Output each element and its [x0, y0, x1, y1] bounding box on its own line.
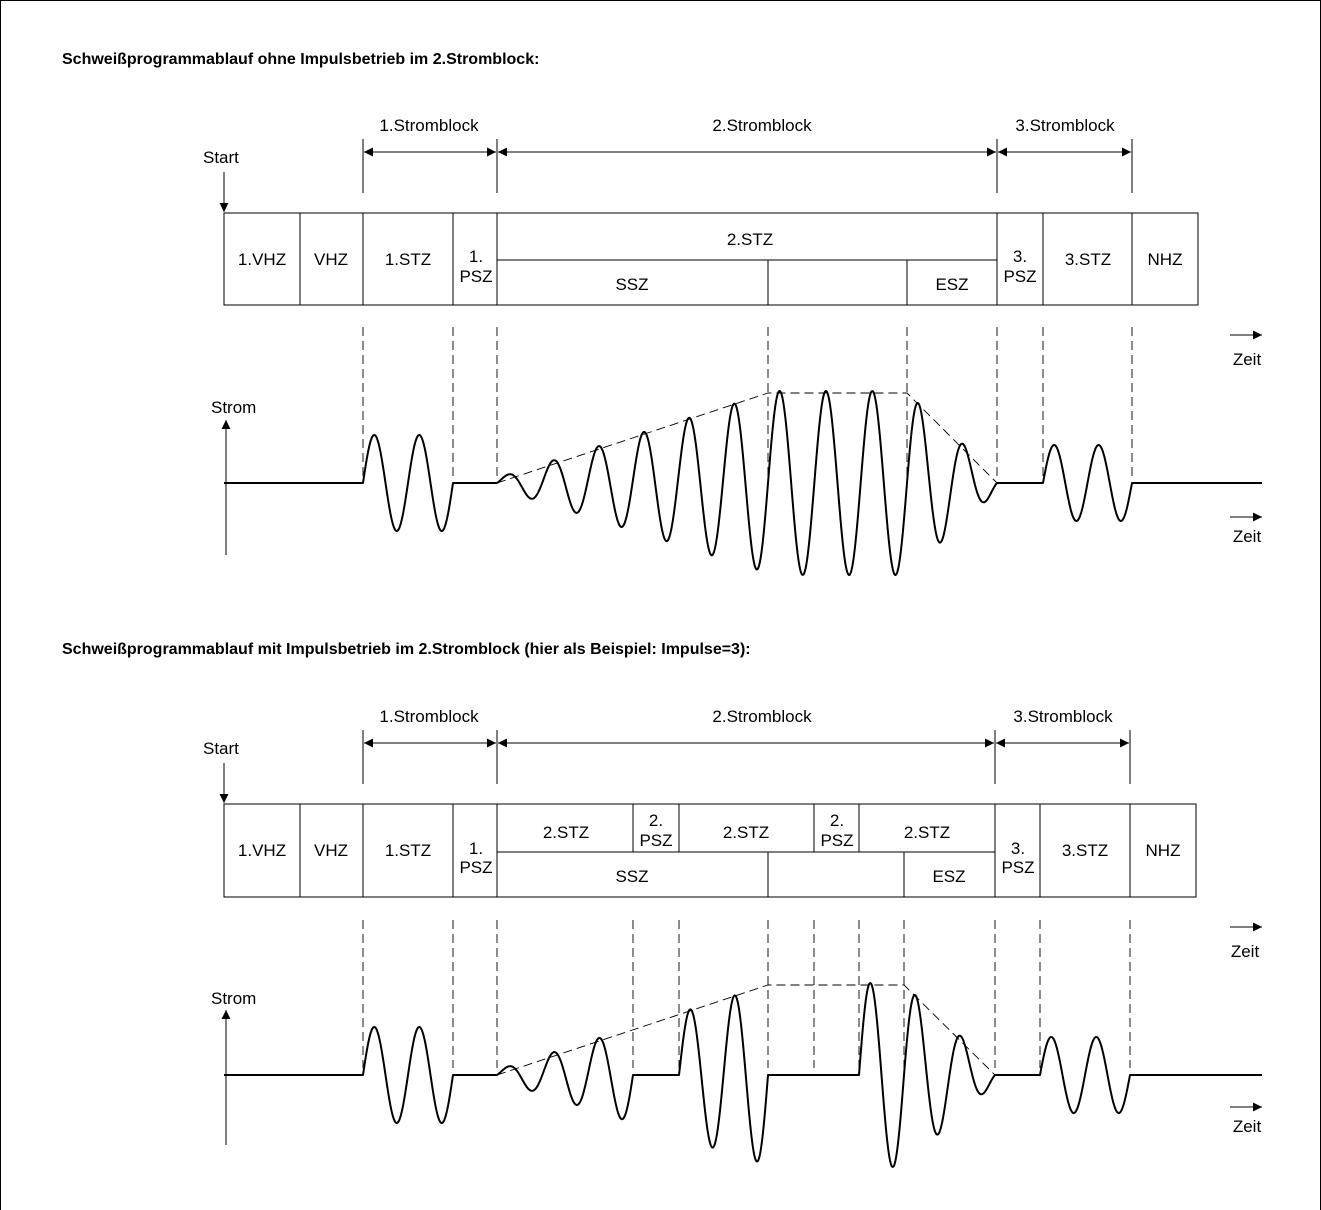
time-label-upper: Zeit — [1233, 350, 1262, 369]
phase-1vhz: 1.VHZ — [238, 841, 286, 860]
heading-without-pulse: Schweißprogrammablauf ohne Impulsbetrieb… — [62, 51, 540, 68]
block-label-1: 1.Stromblock — [379, 707, 479, 726]
current-envelope — [496, 392, 998, 484]
phase-ssz: SSZ — [615, 275, 648, 294]
phase-2stz-b: 2.STZ — [723, 823, 769, 842]
phase-boxes — [223, 803, 1197, 898]
phase-esz: ESZ — [935, 275, 968, 294]
block-label-2: 2.Stromblock — [712, 707, 812, 726]
time-label-upper: Zeit — [1231, 942, 1260, 961]
phase-guide-lines — [362, 920, 1131, 1068]
phase-1psz-top: 1. — [469, 247, 483, 266]
current-waveform — [224, 390, 1262, 576]
phase-1stz: 1.STZ — [385, 841, 431, 860]
phase-1psz-bottom: PSZ — [459, 267, 492, 286]
phase-3stz: 3.STZ — [1065, 250, 1111, 269]
phase-1psz-top: 1. — [469, 839, 483, 858]
phase-2psz-a-bottom: PSZ — [639, 831, 672, 850]
phase-ssz: SSZ — [615, 867, 648, 886]
phase-1vhz: 1.VHZ — [238, 250, 286, 269]
phase-2psz-b-top: 2. — [830, 811, 844, 830]
block-boundaries — [362, 139, 1133, 193]
phase-1psz-bottom: PSZ — [459, 858, 492, 877]
block-label-3: 3.Stromblock — [1013, 707, 1113, 726]
time-label-lower: Zeit — [1233, 1117, 1262, 1136]
phase-2stz: 2.STZ — [727, 230, 773, 249]
phase-2stz-c: 2.STZ — [904, 823, 950, 842]
phase-2psz-b-bottom: PSZ — [820, 831, 853, 850]
phase-boxes — [223, 212, 1199, 306]
phase-nhz: NHZ — [1146, 841, 1181, 860]
block-label-2: 2.Stromblock — [712, 116, 812, 135]
diagram-without-pulse: 1.Stromblock 2.Stromblock 3.Stromblock S… — [203, 116, 1262, 576]
phase-nhz: NHZ — [1148, 250, 1183, 269]
current-waveform — [224, 982, 1262, 1168]
start-label: Start — [203, 739, 239, 758]
block-label-3: 3.Stromblock — [1015, 116, 1115, 135]
phase-esz: ESZ — [932, 867, 965, 886]
current-label: Strom — [211, 989, 256, 1008]
current-envelope — [496, 984, 996, 1076]
phase-3stz: 3.STZ — [1062, 841, 1108, 860]
phase-guide-lines — [362, 327, 1133, 476]
phase-3psz-bottom: PSZ — [1001, 858, 1034, 877]
heading-with-pulse: Schweißprogrammablauf mit Impulsbetrieb … — [62, 641, 751, 658]
block-label-1: 1.Stromblock — [379, 116, 479, 135]
phase-1stz: 1.STZ — [385, 250, 431, 269]
block-boundaries — [362, 730, 1131, 784]
phase-2stz-a: 2.STZ — [543, 823, 589, 842]
phase-3psz-top: 3. — [1013, 247, 1027, 266]
current-label: Strom — [211, 398, 256, 417]
phase-vhz: VHZ — [314, 250, 348, 269]
time-label-lower: Zeit — [1233, 527, 1262, 546]
phase-vhz: VHZ — [314, 841, 348, 860]
phase-3psz-bottom: PSZ — [1003, 267, 1036, 286]
diagram-with-pulse: 1.Stromblock 2.Stromblock 3.Stromblock S… — [203, 707, 1262, 1168]
phase-3psz-top: 3. — [1011, 839, 1025, 858]
start-label: Start — [203, 148, 239, 167]
phase-2psz-a-top: 2. — [649, 811, 663, 830]
